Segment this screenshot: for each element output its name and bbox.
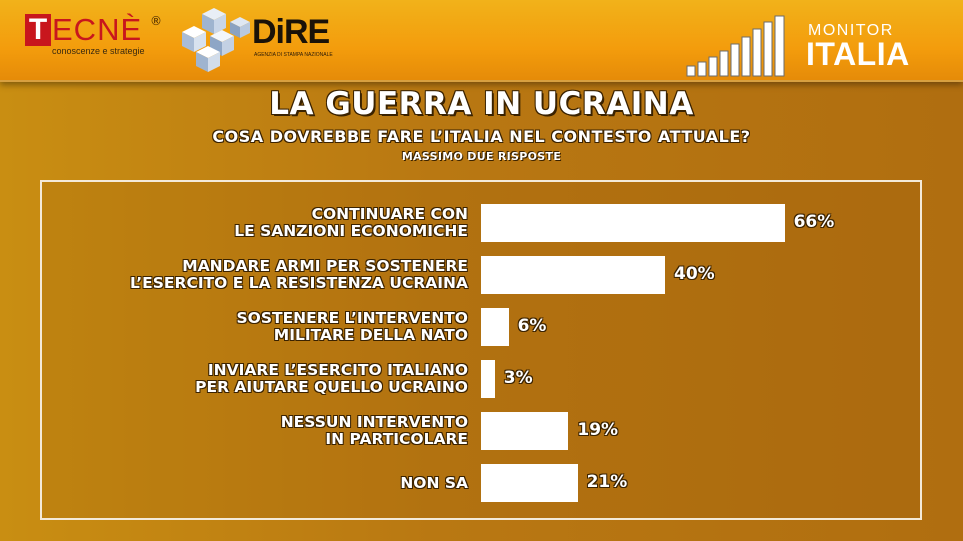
category-label-line: PER AIUTARE QUELLO UCRAINO bbox=[195, 378, 468, 396]
chart-note: MASSIMO DUE RISPOSTE bbox=[401, 150, 562, 163]
value-label: 19% bbox=[577, 420, 619, 440]
bar-row: NON SA 21% bbox=[42, 463, 920, 503]
dire-tagline: AGENZIA DI STAMPA NAZIONALE bbox=[254, 52, 333, 58]
tecne-tagline: conoscenze e strategie bbox=[52, 46, 145, 56]
cubes-icon bbox=[182, 8, 250, 72]
category-label: SOSTENERE L’INTERVENTO MILITARE DELLA NAT… bbox=[237, 307, 469, 347]
value-label: 40% bbox=[674, 264, 715, 284]
category-label-line: CONTINUARE CON bbox=[311, 205, 468, 223]
category-label-line: NESSUN INTERVENTO bbox=[280, 413, 468, 431]
category-label-line: SOSTENERE L’INTERVENTO bbox=[236, 309, 469, 327]
dire-logo-name: DiRE bbox=[252, 13, 330, 51]
signal-bars-icon bbox=[686, 15, 785, 77]
registered-mark: ® bbox=[150, 14, 162, 28]
category-label-line: IN PARTICOLARE bbox=[325, 430, 468, 448]
header-divider bbox=[0, 80, 963, 82]
category-label-line: INVIARE L’ESERCITO ITALIANO bbox=[207, 361, 468, 379]
bar-row: MANDARE ARMI PER SOSTENERE L’ESERCITO E L… bbox=[42, 255, 920, 295]
monitor-label: MONITOR bbox=[808, 22, 894, 39]
bar bbox=[481, 412, 569, 450]
category-label-line: L’ESERCITO E LA RESISTENZA UCRAINA bbox=[129, 274, 468, 292]
tecne-logo-name: ECNÈ bbox=[52, 12, 143, 47]
tecne-logo: T ECNÈ ® conoscenze e strategie bbox=[25, 14, 165, 60]
bar-row: NESSUN INTERVENTO IN PARTICOLARE 19% bbox=[42, 411, 920, 451]
bar bbox=[481, 204, 785, 242]
value-label: 21% bbox=[586, 472, 628, 492]
bar-row: INVIARE L’ESERCITO ITALIANO PER AIUTARE Q… bbox=[42, 359, 920, 399]
category-label-line: MANDARE ARMI PER SOSTENERE bbox=[182, 257, 468, 275]
category-label: CONTINUARE CON LE SANZIONI ECONOMICHE bbox=[234, 203, 468, 243]
tecne-logo-letter: T bbox=[25, 14, 51, 46]
category-label-line: MILITARE DELLA NATO bbox=[273, 326, 468, 344]
category-label: INVIARE L’ESERCITO ITALIANO PER AIUTARE Q… bbox=[195, 359, 468, 399]
bar bbox=[481, 360, 495, 398]
chart-title: LA GUERRA IN UCRAINA bbox=[269, 86, 694, 122]
chart-subtitle: COSA DOVREBBE FARE L’ITALIA NEL CONTESTO… bbox=[212, 127, 751, 146]
bar-row: SOSTENERE L’INTERVENTO MILITARE DELLA NAT… bbox=[42, 307, 920, 347]
value-label: 66% bbox=[793, 212, 835, 232]
bar bbox=[481, 256, 665, 294]
value-label: 3% bbox=[503, 368, 533, 388]
category-label: MANDARE ARMI PER SOSTENERE L’ESERCITO E L… bbox=[130, 255, 468, 295]
category-label-line: LE SANZIONI ECONOMICHE bbox=[234, 222, 468, 240]
category-label: NESSUN INTERVENTO IN PARTICOLARE bbox=[281, 411, 468, 451]
bar bbox=[481, 308, 509, 346]
bar bbox=[481, 464, 578, 502]
bar-row: CONTINUARE CON LE SANZIONI ECONOMICHE 66% bbox=[42, 203, 920, 243]
italia-label: ITALIA bbox=[806, 36, 910, 72]
chart-panel: CONTINUARE CON LE SANZIONI ECONOMICHE 66% M… bbox=[40, 180, 922, 520]
category-label-line: NON SA bbox=[400, 473, 468, 492]
dire-logo: DiRE AGENZIA DI STAMPA NAZIONALE bbox=[252, 14, 342, 64]
category-label: NON SA bbox=[400, 463, 468, 503]
header-bar: T ECNÈ ® conoscenze e strategie bbox=[0, 0, 963, 82]
value-label: 6% bbox=[517, 316, 547, 336]
